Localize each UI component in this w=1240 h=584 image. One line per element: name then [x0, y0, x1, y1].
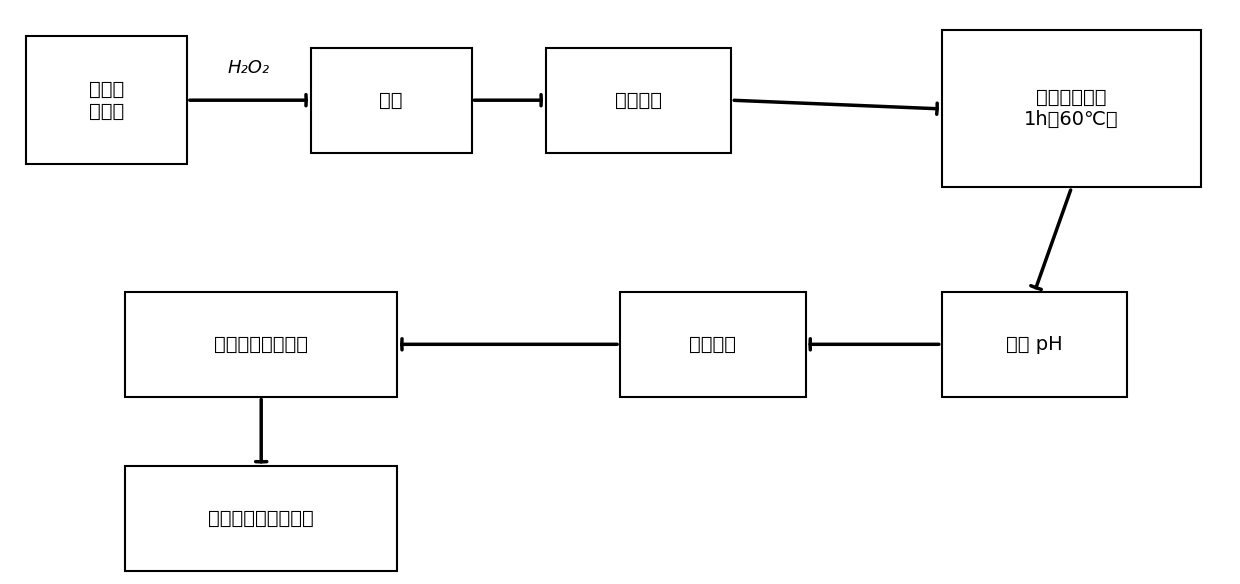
FancyBboxPatch shape [546, 48, 732, 152]
Text: 气流干燥: 气流干燥 [689, 335, 737, 354]
Text: 皂荚多
糖胶片: 皂荚多 糖胶片 [89, 79, 124, 121]
Text: 氧化改性皂荚多糖胶: 氧化改性皂荚多糖胶 [208, 509, 314, 528]
FancyBboxPatch shape [620, 292, 806, 397]
FancyBboxPatch shape [26, 36, 187, 164]
FancyBboxPatch shape [941, 292, 1127, 397]
FancyBboxPatch shape [311, 48, 471, 152]
Text: 研磨耦合气流分级: 研磨耦合气流分级 [215, 335, 309, 354]
FancyBboxPatch shape [941, 30, 1202, 187]
Text: 调节 pH: 调节 pH [1006, 335, 1063, 354]
Text: 水合: 水合 [379, 91, 403, 110]
FancyBboxPatch shape [125, 292, 397, 397]
FancyBboxPatch shape [125, 467, 397, 571]
Text: H₂O₂: H₂O₂ [228, 59, 270, 77]
Text: 压延破壁: 压延破壁 [615, 91, 662, 110]
Text: 挤压质构处理
1h（60℃）: 挤压质构处理 1h（60℃） [1024, 88, 1118, 130]
